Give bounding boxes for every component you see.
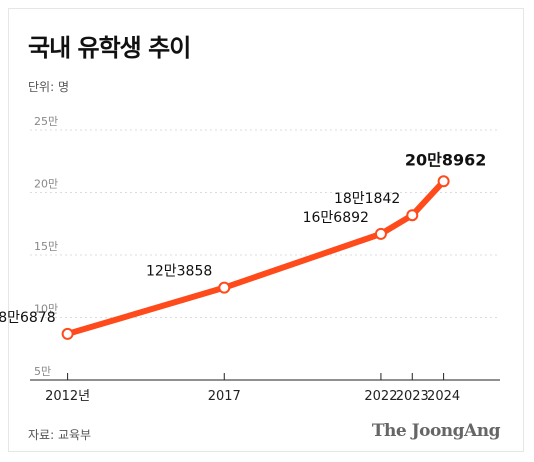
y-tick-label: 20만 [34,178,58,191]
x-tick-label: 2012년 [45,389,90,404]
data-label: 18만1842 [334,191,400,207]
source-label: 자료: 교육부 [28,428,92,442]
data-point [61,327,74,340]
y-tick-label: 25만 [34,115,58,128]
chart-frame [8,8,524,452]
data-point [218,281,231,294]
y-tick-label: 10만 [34,303,58,316]
x-tick-label: 2017 [208,389,241,404]
data-label: 12만3858 [146,264,212,280]
data-point [437,175,450,188]
data-label: 8만6878 [0,310,56,326]
x-tick-label: 2023 [396,389,429,404]
joongang-logo: The JoongAng [371,421,501,441]
y-tick-label: 5만 [34,365,51,378]
data-label: 16만6892 [303,210,369,226]
x-tick-label: 2024 [427,389,460,404]
data-point [374,227,387,240]
chart-title: 국내 유학생 추이 [28,34,191,62]
data-label: 20만8962 [405,150,487,169]
unit-label: 단위: 명 [28,80,69,94]
data-point [406,209,419,222]
y-tick-label: 15만 [34,240,58,253]
x-tick-label: 2022 [364,389,397,404]
